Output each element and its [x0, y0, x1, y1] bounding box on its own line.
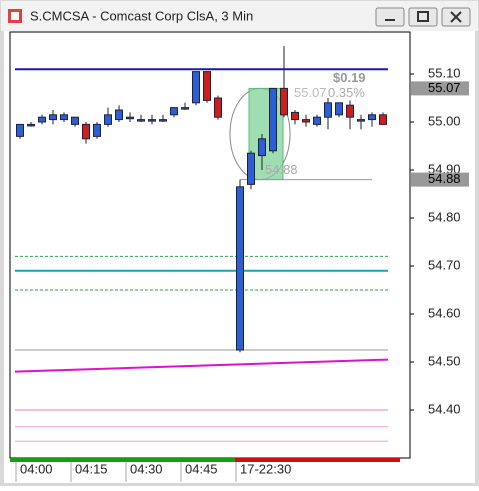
candle-body	[71, 116, 79, 125]
candle-body	[302, 119, 310, 123]
maximize-glyph	[417, 11, 429, 22]
candle-body	[236, 186, 244, 351]
window-title: S.CMCSA - Comcast Corp ClsA, 3 Min	[30, 8, 253, 23]
y-tick-label: 54.80	[428, 209, 461, 224]
candle-body	[192, 71, 200, 104]
close-glyph	[450, 11, 462, 23]
candle-body	[60, 114, 68, 121]
measure-pct: 0.35%	[328, 85, 365, 100]
plot-area	[9, 31, 411, 459]
plot-layer: 54.88 55.07 $0.190.35%	[14, 46, 389, 442]
candle-body	[159, 119, 167, 122]
candle-body	[280, 87, 288, 116]
price-marker	[411, 81, 469, 96]
candle-body	[247, 152, 255, 185]
measure-from-label: 54.88	[265, 162, 298, 177]
candle-body	[181, 107, 189, 110]
candle-body	[379, 114, 387, 125]
candle-body	[203, 71, 211, 101]
candle-body	[93, 123, 101, 137]
candle-body	[269, 87, 277, 152]
candle-body	[368, 114, 376, 121]
session-bar-pre	[10, 458, 235, 462]
candle-body	[38, 116, 46, 123]
candle-body	[27, 123, 35, 127]
measure-change: $0.19	[333, 70, 366, 85]
candle-body	[126, 116, 134, 120]
candle-body	[324, 102, 332, 118]
indicator-line	[14, 358, 389, 373]
y-tick-label: 54.60	[428, 305, 461, 320]
candle-body	[335, 102, 343, 116]
minimize-button[interactable]	[375, 7, 405, 27]
y-tick-label: 54.50	[428, 353, 461, 368]
x-tick-label: 17-22:30	[240, 461, 291, 476]
app-icon-inner	[11, 12, 19, 20]
x-tick-label: 04:15	[75, 461, 108, 476]
y-tick-label: 54.40	[428, 401, 461, 416]
price-marker-label: 54.88	[428, 171, 461, 186]
candle-body	[148, 119, 156, 122]
candle-body	[82, 123, 90, 140]
candle-body	[313, 116, 321, 125]
candle-body	[115, 109, 123, 121]
candle-body	[214, 97, 222, 118]
price-marker	[411, 172, 469, 187]
candle-body	[137, 119, 145, 122]
candle-body	[346, 104, 354, 118]
x-tick-label: 04:00	[20, 461, 53, 476]
candle-body	[258, 138, 266, 157]
candle-body	[104, 114, 112, 125]
candle-body	[170, 107, 178, 116]
measure-to-label: 55.07	[294, 85, 327, 100]
y-tick-label: 55.00	[428, 113, 461, 128]
price-marker-label: 55.07	[428, 80, 461, 95]
session-bar-main	[235, 458, 400, 462]
maximize-button[interactable]	[408, 7, 438, 27]
y-tick-label: 55.10	[428, 65, 461, 80]
candle-body	[16, 123, 24, 137]
candle-body	[49, 114, 57, 121]
x-tick-label: 04:30	[130, 461, 163, 476]
candle-body	[357, 119, 365, 122]
y-tick-label: 54.70	[428, 257, 461, 272]
x-tick-label: 04:45	[185, 461, 218, 476]
candle-body	[291, 111, 299, 121]
